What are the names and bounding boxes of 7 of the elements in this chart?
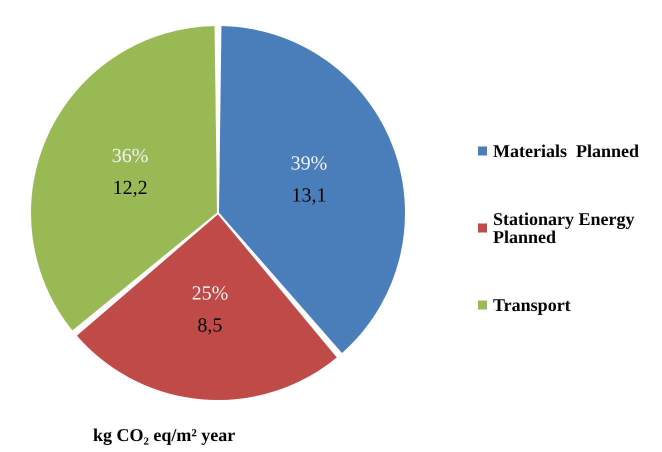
data-label: 36% 12,2 — [112, 144, 148, 199]
text: kg CO₂ eq/m² year — [93, 425, 236, 445]
legend-label: Stationary Energy Planned — [493, 209, 640, 247]
data-label: 39% 13,1 — [290, 152, 328, 206]
legend-label: Materials Planned — [493, 141, 640, 161]
data-label: 25% 8,5 — [192, 282, 228, 337]
legend-label: Transport — [493, 295, 571, 315]
